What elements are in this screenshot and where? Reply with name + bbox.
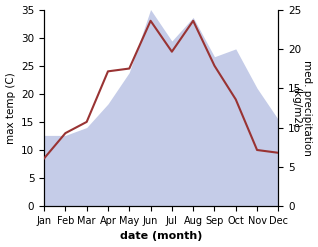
Y-axis label: med. precipitation
(kg/m2): med. precipitation (kg/m2) — [291, 60, 313, 156]
X-axis label: date (month): date (month) — [120, 231, 203, 242]
Y-axis label: max temp (C): max temp (C) — [5, 72, 16, 144]
